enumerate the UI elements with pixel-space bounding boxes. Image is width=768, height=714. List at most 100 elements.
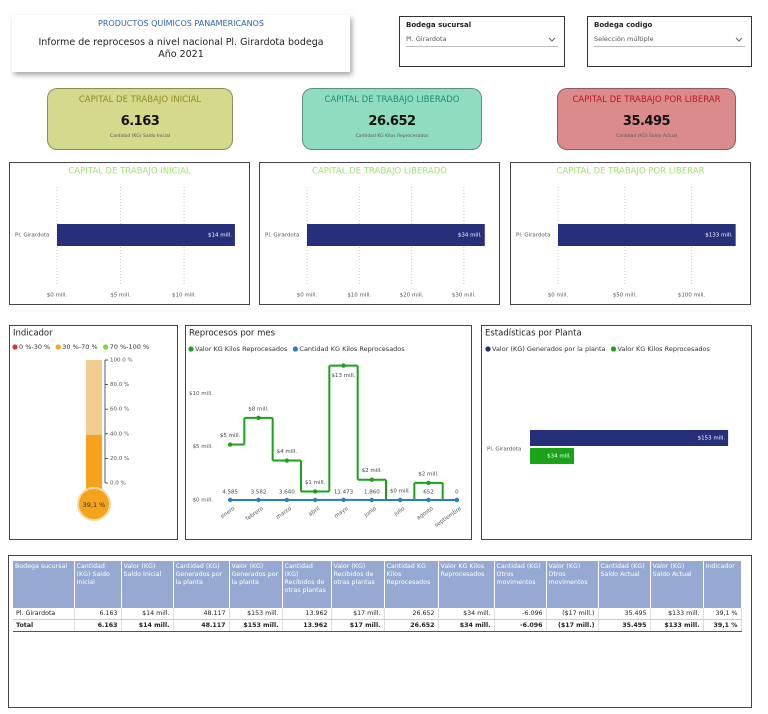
x-tick-label: $10 mill. bbox=[172, 293, 196, 299]
header-row: Bodega sucursal Cantidad (KG) Saldo Inici… bbox=[13, 561, 742, 608]
data-label: $5 mill. bbox=[220, 433, 241, 439]
table-cell: $14 mill. bbox=[121, 619, 174, 632]
column-header[interactable]: Bodega sucursal bbox=[13, 561, 75, 608]
category-label: Pl. Girardota bbox=[15, 233, 49, 239]
kpi-subtitle: Cantidad (KG) Saldo Actual bbox=[615, 134, 678, 139]
header-card: PRODUCTOS QUÍMICOS PANAMERICANOS Informe… bbox=[12, 15, 350, 72]
legend-marker bbox=[292, 346, 299, 352]
slicer-dropdown[interactable]: Pl. Girardota bbox=[406, 35, 558, 47]
column-header[interactable]: Valor (KG) Otros movimentos bbox=[546, 561, 599, 608]
chevron bbox=[548, 37, 556, 42]
table-cell: 39,1 % bbox=[703, 619, 742, 632]
data-label: $153 mill. bbox=[698, 436, 726, 442]
table-cell: 6.163 bbox=[74, 619, 122, 632]
table-cell: $17 mill. bbox=[331, 608, 385, 620]
column-header[interactable]: Valor KG Kilos Reprocesados bbox=[438, 561, 495, 608]
kpi-subtitle: Cantidad (KG) Saldo Inicial bbox=[109, 134, 171, 139]
table-cell: 35.495 bbox=[598, 619, 651, 632]
table-cell: 26.652 bbox=[384, 608, 439, 620]
column-header[interactable]: Cantidad (KG) Saldo Actual bbox=[598, 561, 651, 608]
point bbox=[426, 497, 431, 503]
data-label: $8 mill. bbox=[248, 406, 269, 412]
category-label: Pl. Girardota bbox=[487, 447, 521, 453]
column-header[interactable]: Cantidad (KG) Saldo Inicial bbox=[74, 561, 122, 608]
column-header[interactable]: Cantidad (KG) Generados por la planta bbox=[173, 561, 230, 608]
chart: CAPITAL DE TRABAJO LIBERADO $0 mill. $10 m… bbox=[259, 162, 500, 305]
slicer-label: Bodega codigo bbox=[594, 21, 653, 29]
point bbox=[227, 442, 233, 447]
y-tick-label: 40.0 % bbox=[110, 431, 129, 437]
kpi-card: CAPITAL DE TRABAJO LIBERADO 26.652 Cantida… bbox=[302, 88, 482, 150]
table-cell: 26.652 bbox=[384, 619, 439, 632]
kpi-value: 35.495 bbox=[622, 114, 671, 129]
gauge-value-label: 39,1 % bbox=[83, 501, 106, 509]
point bbox=[369, 477, 375, 482]
table-cell: Pl. Girardota bbox=[13, 608, 75, 620]
category-label: Pl. Girardota bbox=[265, 233, 299, 239]
gauge-fill bbox=[86, 434, 102, 495]
data-label: $4 mill. bbox=[277, 449, 298, 455]
table-cell: $34 mill. bbox=[438, 608, 495, 620]
bar bbox=[57, 224, 235, 246]
chevron-icon bbox=[548, 37, 556, 42]
table-cell: $153 mill. bbox=[229, 619, 283, 632]
table-body: Pl. Girardota 6.163 $14 mill. 48.117 $153 mi… bbox=[13, 608, 742, 632]
chart-title: CAPITAL DE TRABAJO INICIAL bbox=[68, 167, 191, 177]
y-tick-label: 80.0 % bbox=[110, 382, 129, 388]
chart: Estadísticas por Planta Valor (KG) Genera… bbox=[481, 325, 752, 540]
chart: Indicador 0 %-30 % 30 %-70 % 70 %-100 % 39,1… bbox=[9, 325, 178, 540]
data-label: $133 mill. bbox=[705, 233, 733, 239]
table-cell: $133 mill. bbox=[650, 608, 704, 620]
data-label: 11.473 bbox=[334, 489, 354, 495]
kpi-title: CAPITAL DE TRABAJO INICIAL bbox=[78, 95, 202, 105]
point bbox=[312, 497, 318, 503]
data-label: 0 bbox=[455, 490, 459, 496]
column-header[interactable]: Valor (KG) Generados por la planta bbox=[229, 561, 283, 608]
x-tick-label: $20 mill. bbox=[400, 293, 424, 299]
y-tick-label: 100.0 % bbox=[110, 358, 133, 364]
bar bbox=[307, 224, 485, 246]
data-label: $34 mill. bbox=[458, 233, 482, 239]
chart: CAPITAL DE TRABAJO INICIAL $0 mill. $5 mil… bbox=[9, 162, 250, 305]
table-cell: ($17 mill.) bbox=[546, 608, 599, 620]
kpi-card: CAPITAL DE TRABAJO POR LIBERAR 35.495 Cant… bbox=[557, 88, 736, 150]
legend-label: Valor KG Kilos Reprocesados bbox=[618, 345, 711, 353]
kpi-title: CAPITAL DE TRABAJO POR LIBERAR bbox=[572, 95, 721, 105]
legend-marker bbox=[55, 344, 61, 350]
table-cell: $153 mill. bbox=[229, 608, 283, 620]
point bbox=[341, 497, 346, 503]
column-header[interactable]: Cantidad KG Kilos Reprocesados bbox=[384, 561, 439, 608]
table-cell: 39,1 % bbox=[703, 608, 742, 620]
bar bbox=[530, 448, 575, 464]
y-tick-label: $10 mill. bbox=[189, 391, 213, 397]
legend-marker bbox=[103, 344, 109, 350]
data-label: 3.640 bbox=[279, 489, 295, 495]
table-cell: 13.962 bbox=[282, 608, 332, 620]
bar bbox=[530, 430, 729, 446]
column-header[interactable]: Valor (KG) Saldo Actual bbox=[650, 561, 704, 608]
x-tick-label: $0 mill. bbox=[297, 293, 318, 299]
table-panel: Bodega sucursal Cantidad (KG) Saldo Inici… bbox=[8, 555, 752, 708]
data-label: $34 mill. bbox=[547, 454, 571, 460]
legend-marker bbox=[12, 344, 18, 350]
data-label: $2 mill. bbox=[418, 471, 439, 477]
table-cell: 48.117 bbox=[173, 608, 230, 620]
x-tick-label: $0 mill. bbox=[47, 293, 68, 299]
table-cell: $34 mill. bbox=[438, 619, 495, 632]
y-tick-label: 0.0 % bbox=[110, 481, 126, 487]
table-head: Bodega sucursal Cantidad (KG) Saldo Inici… bbox=[13, 561, 742, 608]
column-header[interactable]: Cantidad (KG) Otros movimentos bbox=[494, 561, 547, 608]
point bbox=[284, 497, 290, 503]
column-header[interactable]: Valor (KG) Recibidos de otras plantas bbox=[331, 561, 385, 608]
kpi-value: 6.163 bbox=[120, 114, 160, 129]
slicer-dropdown[interactable]: Selección múltiple bbox=[594, 35, 745, 47]
column-header[interactable]: Indicador bbox=[703, 561, 742, 608]
data-label: 652 bbox=[423, 489, 434, 495]
data-label: $14 mill. bbox=[208, 233, 232, 239]
table-cell: $14 mill. bbox=[121, 608, 174, 620]
category-label: Pl. Girardota bbox=[516, 233, 550, 239]
chevron-icon bbox=[735, 37, 743, 42]
column-header[interactable]: Valor (KG) Saldo Inicial bbox=[121, 561, 174, 608]
column-header[interactable]: Cantidad (KG) Recibidos de otras plantas bbox=[282, 561, 332, 608]
